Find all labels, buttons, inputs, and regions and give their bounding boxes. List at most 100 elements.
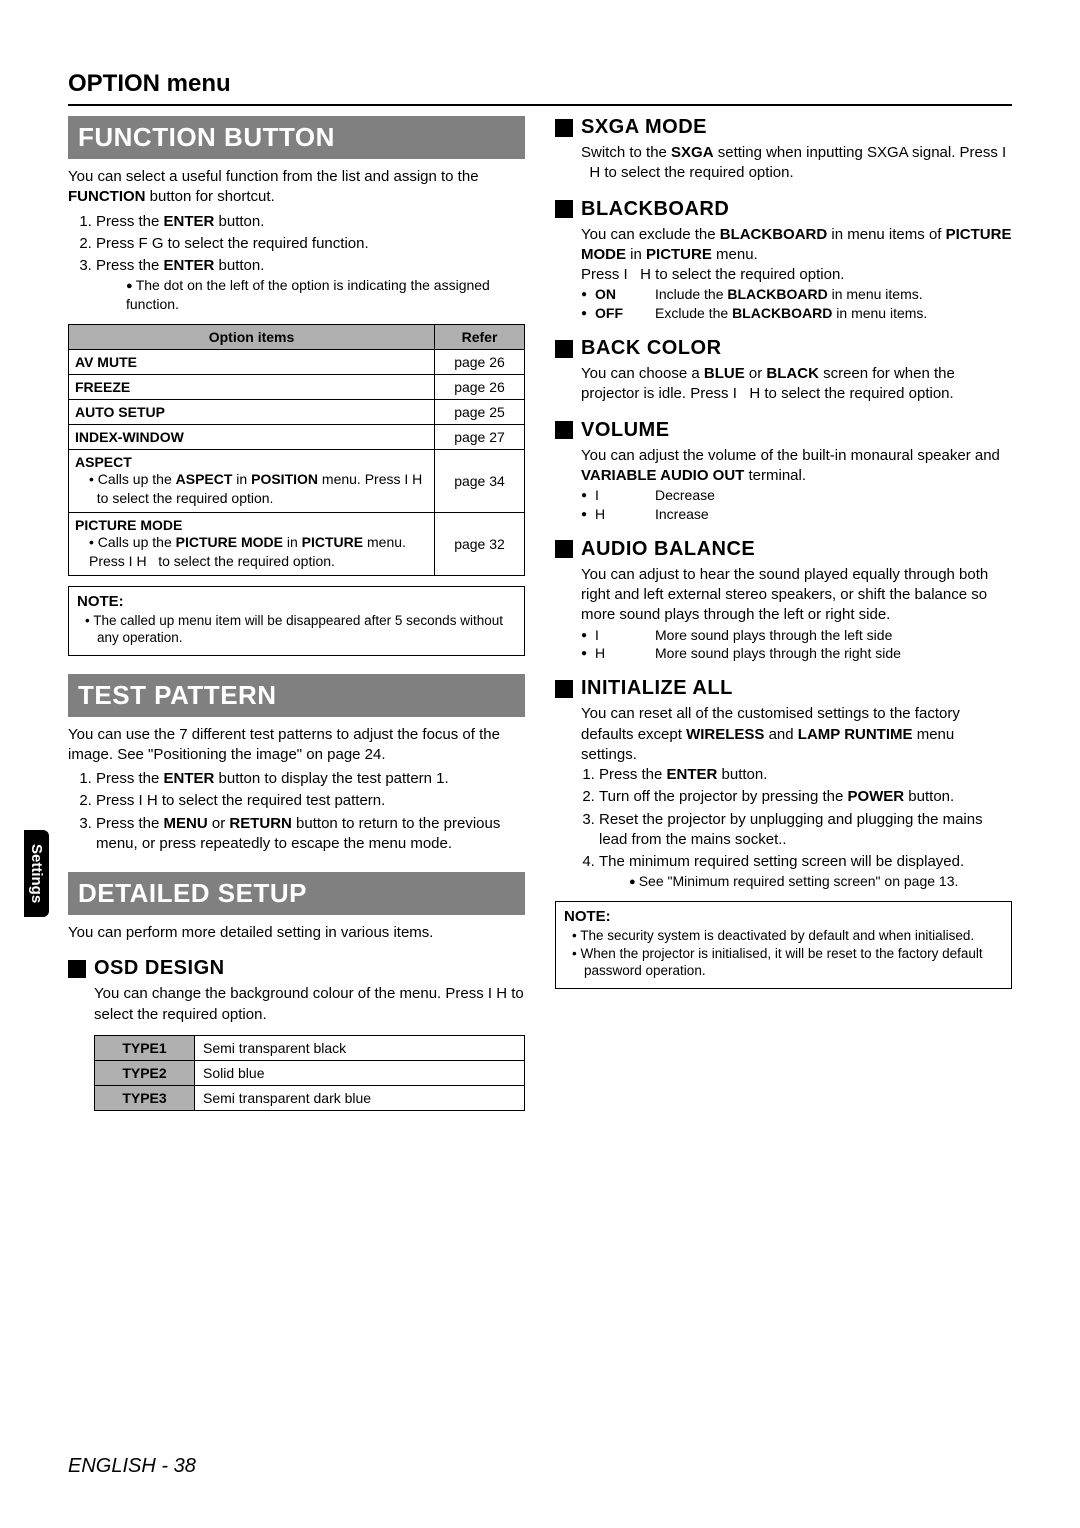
bb-on-key: ON [595,285,655,304]
init-step-1: Press the ENTER button. [599,765,1012,785]
opt-th-refer: Refer [435,325,525,350]
vol-i-val: Decrease [655,486,1012,505]
function-button-header: FUNCTION BUTTON [68,116,525,159]
fb-intro-post: button for shortcut. [146,188,275,205]
footer-lang: ENGLISH [68,1455,156,1477]
bb-off-val: Exclude the BLACKBOARD in menu items. [655,304,1012,323]
volume-title: VOLUME [581,419,670,442]
table-row: page 25 [435,400,525,425]
audio-balance-options: IMore sound plays through the left side … [581,626,1012,664]
table-row: page 26 [435,375,525,400]
osd-design-subhead: OSD DESIGN [68,957,525,980]
table-row: Semi transparent dark blue [195,1085,525,1110]
back-color-body: You can choose a BLUE or BLACK screen fo… [581,364,1012,405]
square-icon [555,340,573,358]
function-button-intro: You can select a useful function from th… [68,167,525,208]
square-icon [555,540,573,558]
volume-subhead: VOLUME [555,419,1012,442]
osd-design-table: TYPE1Semi transparent black TYPE2Solid b… [94,1035,525,1111]
sxga-body: Switch to the SXGA setting when inputtin… [581,143,1012,184]
fb-intro-pre: You can select a useful function from th… [68,168,479,185]
table-row: PICTURE MODE Calls up the PICTURE MODE i… [69,512,435,575]
osd-design-title: OSD DESIGN [94,957,225,980]
title-rule [68,104,1012,106]
blackboard-options: ONInclude the BLACKBOARD in menu items. … [581,285,1012,323]
init-note-title: NOTE: [564,908,1003,925]
bb-off-key: OFF [595,304,655,323]
volume-body: You can adjust the volume of the built-i… [581,446,1012,487]
table-row: AUTO SETUP [69,400,435,425]
detailed-setup-intro: You can perform more detailed setting in… [68,923,525,943]
fb-note-box: NOTE: The called up menu item will be di… [68,586,525,656]
square-icon [555,680,573,698]
volume-options: IDecrease HIncrease [581,486,1012,524]
vol-h-val: Increase [655,505,1012,524]
square-icon [555,421,573,439]
init-step-2: Turn off the projector by pressing the P… [599,787,1012,807]
init-step-sub: See "Minimum required setting screen" on… [629,872,1012,891]
audio-balance-subhead: AUDIO BALANCE [555,538,1012,561]
init-note-2: When the projector is initialised, it wi… [584,945,1003,980]
fb-note-title: NOTE: [77,593,516,610]
side-tab-settings: Settings [24,830,49,917]
square-icon [68,960,86,978]
back-color-title: BACK COLOR [581,337,722,360]
sxga-subhead: SXGA MODE [555,116,1012,139]
square-icon [555,119,573,137]
option-items-table: Option items Refer AV MUTEpage 26 FREEZE… [68,324,525,576]
sxga-title: SXGA MODE [581,116,707,139]
ab-i-val: More sound plays through the left side [655,626,1012,645]
test-pattern-intro: You can use the 7 different test pattern… [68,725,525,766]
init-steps: Press the ENTER button. Turn off the pro… [599,765,1012,891]
init-step-4: The minimum required setting screen will… [599,852,1012,891]
tp-step-1: Press the ENTER button to display the te… [96,769,525,789]
fb-step-sub: The dot on the left of the option is ind… [126,276,525,314]
right-column: SXGA MODE Switch to the SXGA setting whe… [555,116,1012,1111]
table-row: page 27 [435,425,525,450]
bb-on-val: Include the BLACKBOARD in menu items. [655,285,1012,304]
initialize-all-title: INITIALIZE ALL [581,677,733,700]
vol-h-key: H [595,505,655,524]
table-row: AV MUTE [69,350,435,375]
blackboard-title: BLACKBOARD [581,198,729,221]
footer: ENGLISH - 38 [68,1455,196,1478]
initialize-all-subhead: INITIALIZE ALL [555,677,1012,700]
ab-h-val: More sound plays through the right side [655,644,1012,663]
table-row: FREEZE [69,375,435,400]
fb-step-3: Press the ENTER button. The dot on the l… [96,256,525,314]
tp-step-3: Press the MENU or RETURN button to retur… [96,814,525,855]
fb-note-item: The called up menu item will be disappea… [97,612,516,647]
table-row: Solid blue [195,1060,525,1085]
table-row: page 34 [435,450,525,513]
table-row: TYPE3 [95,1085,195,1110]
init-note-1: The security system is deactivated by de… [584,927,1003,945]
detailed-setup-header: DETAILED SETUP [68,872,525,915]
fb-intro-bold: FUNCTION [68,188,146,205]
fb-steps: Press the ENTER button. Press F G to sel… [96,212,525,315]
tp-step-2: Press I H to select the required test pa… [96,791,525,811]
ab-h-key: H [595,644,655,663]
init-note-box: NOTE: The security system is deactivated… [555,901,1012,989]
initialize-all-body: You can reset all of the customised sett… [581,704,1012,765]
fb-step-1: Press the ENTER button. [96,212,525,232]
square-icon [555,200,573,218]
table-row: Semi transparent black [195,1035,525,1060]
left-column: FUNCTION BUTTON You can select a useful … [68,116,525,1111]
menu-title: OPTION menu [68,70,1012,98]
table-row: INDEX-WINDOW [69,425,435,450]
ab-i-key: I [595,626,655,645]
osd-design-body: You can change the background colour of … [94,984,525,1025]
table-row: TYPE2 [95,1060,195,1085]
audio-balance-title: AUDIO BALANCE [581,538,755,561]
table-row: page 26 [435,350,525,375]
init-step-3: Reset the projector by unplugging and pl… [599,810,1012,851]
table-row: ASPECT Calls up the ASPECT in POSITION m… [69,450,435,513]
table-row: TYPE1 [95,1035,195,1060]
vol-i-key: I [595,486,655,505]
audio-balance-body: You can adjust to hear the sound played … [581,565,1012,626]
test-pattern-header: TEST PATTERN [68,674,525,717]
tp-steps: Press the ENTER button to display the te… [96,769,525,854]
blackboard-body: You can exclude the BLACKBOARD in menu i… [581,225,1012,286]
opt-th-items: Option items [69,325,435,350]
fb-step-2: Press F G to select the required functio… [96,234,525,254]
